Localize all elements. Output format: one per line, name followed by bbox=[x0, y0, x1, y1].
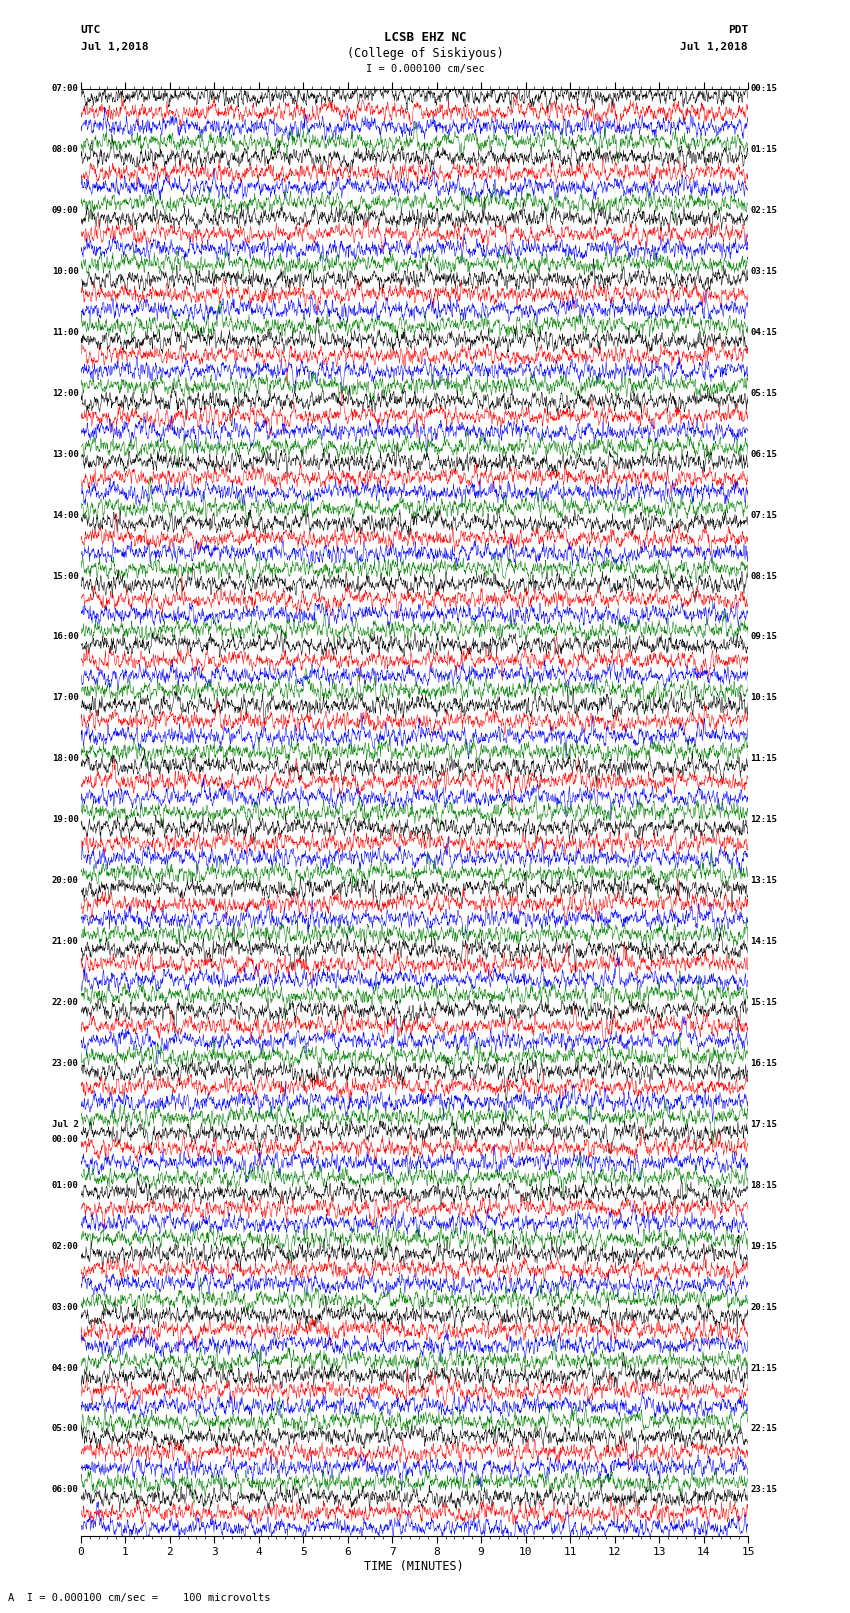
Text: A  I = 0.000100 cm/sec =    100 microvolts: A I = 0.000100 cm/sec = 100 microvolts bbox=[8, 1594, 271, 1603]
Text: 20:00: 20:00 bbox=[52, 876, 79, 886]
Text: 14:00: 14:00 bbox=[52, 511, 79, 519]
Text: I = 0.000100 cm/sec: I = 0.000100 cm/sec bbox=[366, 65, 484, 74]
Text: 22:00: 22:00 bbox=[52, 998, 79, 1007]
Text: 10:00: 10:00 bbox=[52, 268, 79, 276]
Text: 18:15: 18:15 bbox=[750, 1181, 777, 1190]
Text: 17:00: 17:00 bbox=[52, 694, 79, 702]
Text: 02:15: 02:15 bbox=[750, 206, 777, 215]
Text: Jul 1,2018: Jul 1,2018 bbox=[681, 42, 748, 52]
Text: 15:00: 15:00 bbox=[52, 571, 79, 581]
Text: 20:15: 20:15 bbox=[750, 1303, 777, 1311]
Text: 07:15: 07:15 bbox=[750, 511, 777, 519]
Text: 16:15: 16:15 bbox=[750, 1060, 777, 1068]
Text: 04:15: 04:15 bbox=[750, 327, 777, 337]
Text: 14:15: 14:15 bbox=[750, 937, 777, 947]
Text: 08:15: 08:15 bbox=[750, 571, 777, 581]
Text: 12:15: 12:15 bbox=[750, 815, 777, 824]
Text: 13:00: 13:00 bbox=[52, 450, 79, 458]
Text: 21:15: 21:15 bbox=[750, 1363, 777, 1373]
Text: 22:15: 22:15 bbox=[750, 1424, 777, 1434]
Text: 23:15: 23:15 bbox=[750, 1486, 777, 1494]
Text: 18:00: 18:00 bbox=[52, 755, 79, 763]
Text: 19:15: 19:15 bbox=[750, 1242, 777, 1250]
Text: 23:00: 23:00 bbox=[52, 1060, 79, 1068]
Text: 05:00: 05:00 bbox=[52, 1424, 79, 1434]
Text: (College of Siskiyous): (College of Siskiyous) bbox=[347, 47, 503, 60]
Text: 06:00: 06:00 bbox=[52, 1486, 79, 1494]
Text: Jul 1,2018: Jul 1,2018 bbox=[81, 42, 148, 52]
Text: 13:15: 13:15 bbox=[750, 876, 777, 886]
Text: 03:15: 03:15 bbox=[750, 268, 777, 276]
Text: 21:00: 21:00 bbox=[52, 937, 79, 947]
Text: 11:00: 11:00 bbox=[52, 327, 79, 337]
Text: UTC: UTC bbox=[81, 26, 101, 35]
Text: 03:00: 03:00 bbox=[52, 1303, 79, 1311]
Text: 02:00: 02:00 bbox=[52, 1242, 79, 1250]
Text: 04:00: 04:00 bbox=[52, 1363, 79, 1373]
Text: 01:15: 01:15 bbox=[750, 145, 777, 155]
Text: 01:00: 01:00 bbox=[52, 1181, 79, 1190]
Text: 15:15: 15:15 bbox=[750, 998, 777, 1007]
Text: 07:00: 07:00 bbox=[52, 84, 79, 94]
Text: Jul 2: Jul 2 bbox=[52, 1119, 79, 1129]
Text: 00:15: 00:15 bbox=[750, 84, 777, 94]
Text: 11:15: 11:15 bbox=[750, 755, 777, 763]
Text: 08:00: 08:00 bbox=[52, 145, 79, 155]
Text: 17:15: 17:15 bbox=[750, 1119, 777, 1129]
Text: 00:00: 00:00 bbox=[52, 1136, 79, 1144]
Text: 12:00: 12:00 bbox=[52, 389, 79, 398]
X-axis label: TIME (MINUTES): TIME (MINUTES) bbox=[365, 1560, 464, 1573]
Text: 19:00: 19:00 bbox=[52, 815, 79, 824]
Text: 05:15: 05:15 bbox=[750, 389, 777, 398]
Text: 09:00: 09:00 bbox=[52, 206, 79, 215]
Text: LCSB EHZ NC: LCSB EHZ NC bbox=[383, 31, 467, 44]
Text: 10:15: 10:15 bbox=[750, 694, 777, 702]
Text: 06:15: 06:15 bbox=[750, 450, 777, 458]
Text: PDT: PDT bbox=[728, 26, 748, 35]
Text: 09:15: 09:15 bbox=[750, 632, 777, 642]
Text: 16:00: 16:00 bbox=[52, 632, 79, 642]
